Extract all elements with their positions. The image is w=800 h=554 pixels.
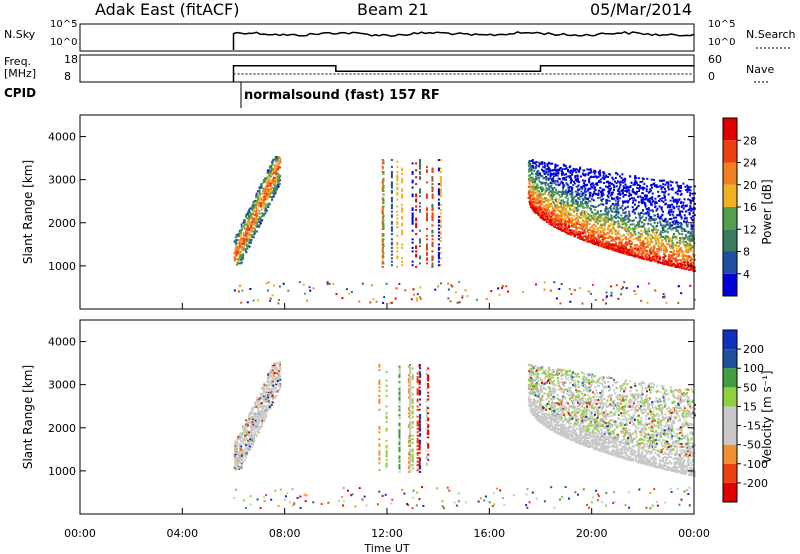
date-title: 05/Mar/2014 (590, 0, 693, 19)
colorbar-tick-label: 24 (743, 157, 757, 170)
colorbar-tick-label: 200 (743, 343, 764, 356)
colorbar-tick-label: 15 (743, 400, 757, 413)
nave-tick-bottom: 0 (708, 70, 715, 83)
y-tick-label: 4000 (48, 336, 76, 349)
colorbar-tick-label: 12 (743, 223, 757, 236)
noise-sky-line (232, 30, 695, 50)
colorbar-tick-label: -50 (743, 439, 761, 452)
y-tick-label: 4000 (48, 131, 76, 144)
x-tick-label: 00:00 (678, 527, 710, 540)
y-tick-label: 1000 (48, 260, 76, 273)
colorbar-segment (723, 444, 737, 464)
y-tick-label: 3000 (48, 174, 76, 187)
x-axis-label: Time UT (363, 542, 409, 554)
colorbar-tick-label: 20 (743, 179, 757, 192)
colorbar-segment (723, 229, 737, 252)
velocity-y-axis-label: Slant Range [km] (21, 365, 35, 469)
y-tick-label: 1000 (48, 465, 76, 478)
noise-right-tick-bottom: 10^0 (708, 37, 736, 48)
x-tick-label: 16:00 (473, 527, 505, 540)
nsearch-label: N.Search (746, 28, 796, 41)
colorbar-segment (723, 184, 737, 207)
colorbar-segment (723, 425, 737, 445)
noise-panel-frame (79, 23, 695, 52)
power-heatmap (233, 156, 696, 305)
colorbar-segment (723, 463, 737, 483)
freq-tick-top: 18 (64, 53, 78, 66)
colorbar-segment (723, 162, 737, 185)
colorbar-tick-label: -15 (743, 420, 761, 433)
station-title: Adak East (fitACF) (95, 0, 240, 19)
colorbar-segment (723, 207, 737, 230)
colorbar-tick-label: 28 (743, 134, 757, 147)
power-colorbar-label: Power [dB] (760, 179, 774, 244)
freq-tick-bottom: 8 (64, 70, 71, 83)
power-y-axis-label: Slant Range [km] (21, 160, 35, 264)
colorbar-segment (723, 273, 737, 296)
colorbar-segment (723, 368, 737, 388)
colorbar-tick-label: 50 (743, 381, 757, 394)
colorbar-segment (723, 387, 737, 407)
velocity-heatmap (233, 361, 696, 510)
cpid-label: CPID (4, 86, 37, 100)
x-tick-label: 12:00 (371, 527, 403, 540)
x-tick-label: 08:00 (269, 527, 301, 540)
y-tick-label: 3000 (48, 379, 76, 392)
colorbar-segment (723, 482, 737, 502)
beam-title: Beam 21 (357, 0, 429, 19)
colorbar-tick-label: 4 (743, 268, 750, 281)
noise-right-tick-top: 10^5 (708, 19, 736, 30)
colorbar-segment (723, 118, 737, 141)
y-tick-label: 2000 (48, 422, 76, 435)
colorbar-tick-label: -100 (743, 458, 768, 471)
freq-panel-frame (79, 54, 695, 83)
freq-unit-label: [MHz] (4, 67, 37, 80)
colorbar-segment (723, 349, 737, 369)
cpid-value: normalsound (fast) 157 RF (244, 88, 440, 103)
colorbar-segment (723, 330, 737, 350)
y-tick-label: 2000 (48, 217, 76, 230)
colorbar-tick-label: 8 (743, 246, 750, 259)
noise-left-tick-bottom: 10^0 (50, 37, 78, 48)
frequency-line (232, 65, 694, 82)
velocity-colorbar-label: Velocity [m s⁻¹] (760, 370, 774, 463)
x-tick-label: 00:00 (64, 527, 96, 540)
colorbar-segment (723, 140, 737, 163)
nsky-label: N.Sky (4, 28, 36, 41)
colorbar-tick-label: -200 (743, 477, 768, 490)
colorbar-segment (723, 406, 737, 426)
x-tick-label: 04:00 (166, 527, 198, 540)
freq-label: Freq. (4, 55, 32, 68)
colorbar-frame (722, 329, 738, 503)
colorbar-tick-label: 16 (743, 201, 757, 214)
nave-label: Nave (746, 63, 775, 76)
nave-tick-top: 60 (708, 53, 722, 66)
noise-left-tick-top: 10^5 (50, 19, 78, 30)
colorbar-tick-label: 100 (743, 362, 764, 375)
colorbar-segment (723, 251, 737, 274)
x-tick-label: 20:00 (576, 527, 608, 540)
